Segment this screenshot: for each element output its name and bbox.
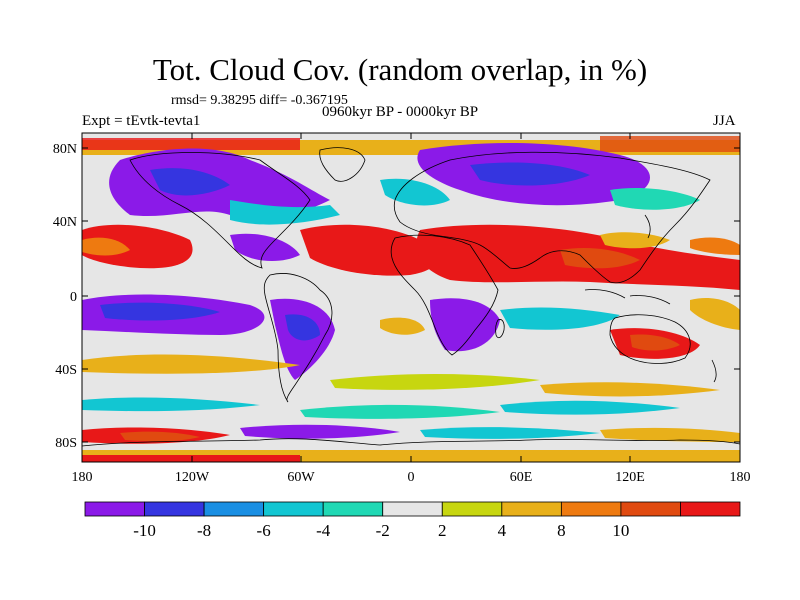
season-label: JJA — [713, 113, 736, 129]
colorbar-swatch — [441, 501, 503, 517]
colorbar-swatch — [560, 501, 622, 517]
colorbar — [84, 501, 741, 517]
colorbar-swatch — [680, 501, 741, 517]
stats-text: rmsd= 9.38295 diff= -0.367195 — [171, 93, 348, 108]
lon-tick-label: 120E — [615, 470, 645, 485]
colorbar-labels: -10 -8 -6 -4 -2 2 4 8 10 — [133, 521, 629, 540]
colorbar-label: -8 — [197, 521, 211, 540]
colorbar-label: 4 — [498, 521, 507, 540]
colorbar-label: -6 — [257, 521, 271, 540]
lat-tick-label: 40S — [55, 363, 77, 378]
experiment-label: Expt = tEvtk-tevta1 — [82, 113, 201, 129]
colorbar-label: -2 — [376, 521, 390, 540]
colorbar-swatch — [144, 501, 205, 517]
colorbar-label: -4 — [316, 521, 331, 540]
lat-tick-label: 80S — [55, 436, 77, 451]
colorbar-label: 2 — [438, 521, 447, 540]
lon-tick-label: 60E — [510, 470, 533, 485]
map-title: Tot. Cloud Cov. (random overlap, in %) — [152, 52, 648, 87]
lat-tick-label: 40N — [53, 215, 77, 230]
colorbar-swatch — [263, 501, 324, 517]
lon-tick-label: 180 — [72, 470, 93, 485]
colorbar-swatch — [620, 501, 681, 517]
colorbar-swatch — [203, 501, 265, 517]
lat-tick-label: 80N — [53, 142, 77, 157]
lon-tick-label: 180 — [730, 470, 751, 485]
period-text: 0960kyr BP - 0000kyr BP — [322, 104, 479, 120]
lat-tick-label: 0 — [70, 290, 77, 305]
lon-tick-label: 0 — [408, 470, 415, 485]
map-ticks — [81, 133, 741, 462]
colorbar-label: -10 — [133, 521, 156, 540]
colorbar-swatch — [84, 501, 145, 517]
colorbar-swatch — [501, 501, 562, 517]
colorbar-label: 8 — [557, 521, 566, 540]
colorbar-label: 10 — [612, 521, 629, 540]
lon-tick-label: 120W — [175, 470, 210, 485]
cloud-anomaly-map — [82, 133, 740, 462]
lon-tick-label: 60W — [287, 470, 315, 485]
colorbar-swatch — [382, 501, 443, 517]
colorbar-swatch — [322, 501, 384, 517]
